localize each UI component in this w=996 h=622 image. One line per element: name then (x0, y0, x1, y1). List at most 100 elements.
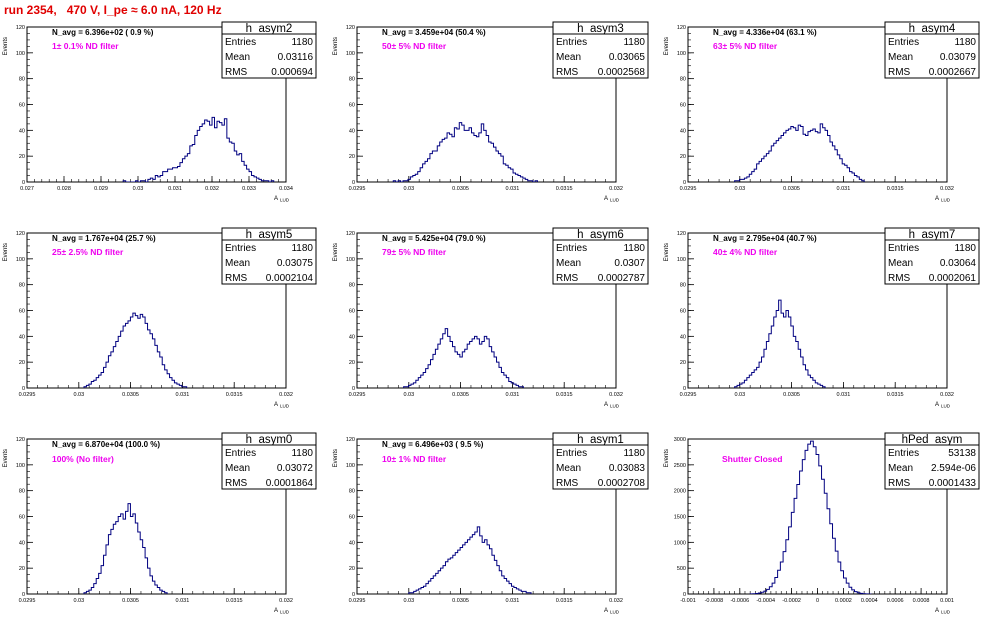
stats-value: 0.03079 (940, 52, 977, 63)
y-tick-label: 0 (22, 180, 25, 186)
stats-key: Entries (556, 37, 587, 48)
x-tick-label: 0.03 (403, 598, 414, 604)
x-tick-label: 0.032 (279, 392, 293, 398)
y-tick-label: 20 (349, 566, 355, 572)
filter-label: 40± 4% ND filter (713, 247, 778, 257)
stats-key: Entries (225, 37, 256, 48)
y-axis-label: Events (664, 243, 670, 261)
x-tick-label: 0.03 (734, 186, 745, 192)
y-tick-label: 20 (680, 360, 686, 366)
x-tick-label: 0.031 (837, 186, 851, 192)
y-tick-label: 100 (16, 257, 25, 263)
stats-key: RMS (888, 273, 911, 284)
stats-value: 53138 (948, 448, 976, 459)
x-tick-label: 0.0315 (226, 392, 243, 398)
x-tick-label: 0.032 (940, 186, 954, 192)
y-tick-label: 100 (346, 51, 355, 57)
x-axis-label: A LUD (604, 402, 620, 409)
stats-box (884, 227, 980, 285)
y-axis-label: Events (333, 37, 339, 55)
stats-key: Entries (225, 243, 256, 254)
n-avg-label: N_avg = 6.396e+02 ( 0.9 %) (52, 28, 154, 37)
n-avg-label: N_avg = 1.767e+04 (25.7 %) (52, 234, 156, 243)
y-tick-label: 1000 (674, 540, 686, 546)
stats-value: 0.03083 (609, 463, 646, 474)
filter-label: Shutter Closed (722, 454, 782, 464)
stats-value: 1180 (291, 37, 313, 48)
y-tick-label: 120 (346, 25, 355, 31)
x-tick-label: 0.0006 (887, 598, 904, 604)
stats-key: Mean (225, 52, 250, 63)
y-tick-label: 20 (19, 154, 25, 160)
x-tick-label: 0.03 (403, 186, 414, 192)
stats-key: Entries (888, 448, 919, 459)
stats-box (884, 432, 980, 490)
filter-label: 1± 0.1% ND filter (52, 41, 119, 51)
x-tick-label: 0.031 (837, 392, 851, 398)
y-tick-label: 120 (16, 231, 25, 237)
y-tick-label: 80 (349, 283, 355, 289)
stats-key: RMS (556, 273, 579, 284)
x-tick-label: 0.031 (176, 392, 190, 398)
y-tick-label: 40 (19, 540, 25, 546)
y-tick-label: 60 (19, 309, 25, 315)
x-axis-label: A LUD (274, 402, 290, 409)
x-tick-label: 0.027 (20, 186, 34, 192)
stats-value: 1180 (623, 243, 645, 254)
x-axis-label: A LUD (935, 608, 951, 615)
y-tick-label: 40 (349, 334, 355, 340)
histogram-pad: 0 20 40 60 80 100 120 0.0295 0.03 0.0305 0.031 0.03… (3, 227, 317, 409)
x-tick-label: -0.001 (680, 598, 696, 604)
histogram-pad: 0 20 40 60 80 100 120 0.0295 0.03 0.0305 0.031 0.03… (333, 21, 649, 203)
stats-value: 1180 (291, 243, 313, 254)
y-tick-label: 40 (19, 334, 25, 340)
x-axis-label: A LUD (935, 196, 951, 203)
y-tick-label: 100 (677, 51, 686, 57)
histogram-line (83, 312, 188, 388)
y-tick-label: 60 (680, 309, 686, 315)
stats-key: Mean (225, 258, 250, 269)
x-tick-label: 0.0305 (452, 186, 469, 192)
x-tick-label: 0.032 (609, 598, 623, 604)
y-tick-label: 20 (19, 360, 25, 366)
filter-label: 100% (No filter) (52, 454, 114, 464)
histogram-line (734, 123, 865, 182)
y-axis-label: Events (333, 243, 339, 261)
stats-key: Entries (888, 37, 919, 48)
stats-key: Entries (888, 243, 919, 254)
stats-key: RMS (556, 478, 579, 489)
y-tick-label: 80 (680, 283, 686, 289)
x-tick-label: 0.0315 (556, 598, 573, 604)
y-tick-label: 20 (349, 360, 355, 366)
histogram-line (403, 328, 524, 388)
y-tick-label: 100 (677, 257, 686, 263)
stats-key: RMS (225, 478, 248, 489)
stats-value: 1180 (291, 448, 313, 459)
y-tick-label: 0 (352, 592, 355, 598)
y-tick-label: 0 (352, 180, 355, 186)
y-tick-label: 60 (680, 103, 686, 109)
x-tick-label: 0.032 (940, 392, 954, 398)
x-tick-label: 0.032 (609, 186, 623, 192)
stats-key: Mean (888, 463, 913, 474)
x-tick-label: 0.032 (609, 392, 623, 398)
x-tick-label: 0.031 (506, 598, 520, 604)
y-tick-label: 2000 (674, 489, 686, 495)
x-tick-label: 0.0295 (349, 186, 366, 192)
x-tick-label: 0.0295 (19, 392, 36, 398)
stats-value: 1180 (954, 243, 976, 254)
stats-title: h_asym6 (577, 229, 624, 241)
stats-title: h_asym1 (577, 434, 624, 446)
x-tick-label: 0.034 (279, 186, 293, 192)
x-tick-label: 0.0315 (887, 392, 904, 398)
y-tick-label: 80 (680, 77, 686, 83)
x-tick-label: 0.031 (506, 392, 520, 398)
stats-value: 0.0002061 (929, 273, 977, 284)
x-tick-label: 0.0315 (226, 598, 243, 604)
x-tick-label: 0.0295 (680, 392, 697, 398)
y-tick-label: 0 (683, 592, 686, 598)
y-tick-label: 60 (19, 103, 25, 109)
x-axis-label: A LUD (604, 608, 620, 615)
x-tick-label: 0.0295 (19, 598, 36, 604)
x-tick-label: 0.031 (168, 186, 182, 192)
